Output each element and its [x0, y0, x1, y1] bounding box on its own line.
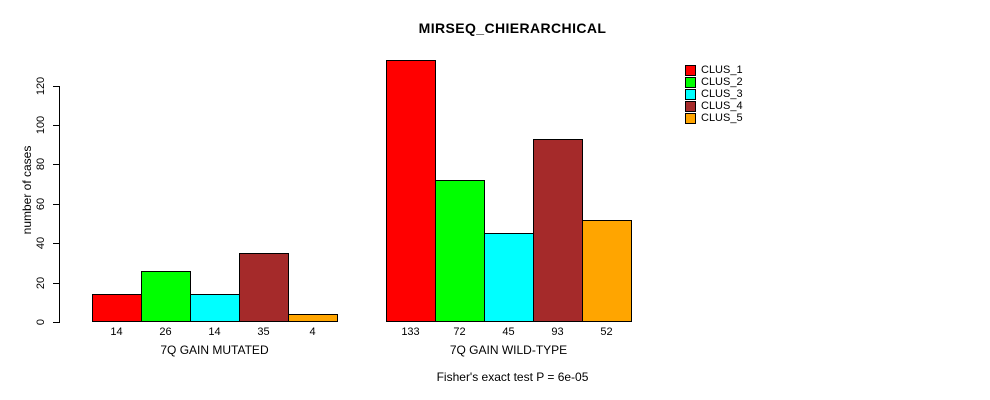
- bar-clus_1: [92, 294, 142, 322]
- y-tick-mark: [53, 322, 59, 323]
- legend: CLUS_1 CLUS_2 CLUS_3 CLUS_4 CLUS_5: [685, 64, 743, 124]
- y-tick-label: 40: [35, 236, 47, 250]
- y-tick-label: 120: [35, 76, 47, 96]
- y-tick-mark: [53, 283, 59, 284]
- legend-swatch: [685, 88, 696, 100]
- y-tick-mark: [53, 86, 59, 87]
- legend-swatch: [685, 112, 696, 124]
- bar-value-label: 35: [257, 326, 270, 338]
- y-tick-mark: [53, 164, 59, 165]
- y-tick-label: 60: [35, 197, 47, 211]
- bar-value-label: 45: [502, 326, 515, 338]
- legend-item: CLUS_3: [685, 88, 743, 100]
- y-axis-label: number of cases: [20, 145, 34, 235]
- footnote: Fisher's exact test P = 6e-05: [436, 370, 589, 384]
- y-tick-label: 80: [35, 157, 47, 171]
- bar-value-label: 4: [309, 326, 316, 338]
- bar-value-label: 26: [159, 326, 172, 338]
- y-tick-label: 0: [35, 318, 47, 326]
- bar-clus_5: [288, 314, 338, 322]
- legend-label: CLUS_2: [701, 76, 743, 88]
- bar-clus_3: [190, 294, 240, 322]
- bar-clus_4: [239, 253, 289, 322]
- legend-label: CLUS_5: [701, 112, 743, 124]
- legend-item: CLUS_4: [685, 100, 743, 112]
- legend-swatch: [685, 100, 696, 112]
- bar-clus_4: [533, 139, 583, 322]
- bar-clus_1: [386, 60, 436, 322]
- bar-value-label: 93: [551, 326, 564, 338]
- y-tick-label: 20: [35, 276, 47, 290]
- y-tick-mark: [53, 125, 59, 126]
- y-axis-line: [59, 86, 60, 323]
- bar-value-label: 14: [110, 326, 123, 338]
- bar-value-label: 14: [208, 326, 221, 338]
- y-tick-mark: [53, 243, 59, 244]
- legend-item: CLUS_1: [685, 64, 743, 76]
- y-tick-label: 100: [35, 115, 47, 135]
- bar-clus_5: [582, 220, 632, 322]
- chart-title: MIRSEQ_CHIERARCHICAL: [418, 20, 607, 36]
- y-tick-mark: [53, 204, 59, 205]
- legend-item: CLUS_2: [685, 76, 743, 88]
- legend-item: CLUS_5: [685, 112, 743, 124]
- bar-clus_2: [435, 180, 485, 322]
- legend-label: CLUS_3: [701, 88, 743, 100]
- legend-swatch: [685, 64, 696, 76]
- x-axis-group-label: 7Q GAIN MUTATED: [160, 343, 269, 357]
- legend-label: CLUS_4: [701, 100, 743, 112]
- bar-value-label: 72: [453, 326, 466, 338]
- legend-label: CLUS_1: [701, 64, 743, 76]
- legend-swatch: [685, 76, 696, 88]
- bar-value-label: 52: [600, 326, 613, 338]
- bar-clus_3: [484, 233, 534, 322]
- bar-value-label: 133: [401, 326, 420, 338]
- x-axis-group-label: 7Q GAIN WILD-TYPE: [449, 343, 568, 357]
- bar-clus_2: [141, 271, 191, 322]
